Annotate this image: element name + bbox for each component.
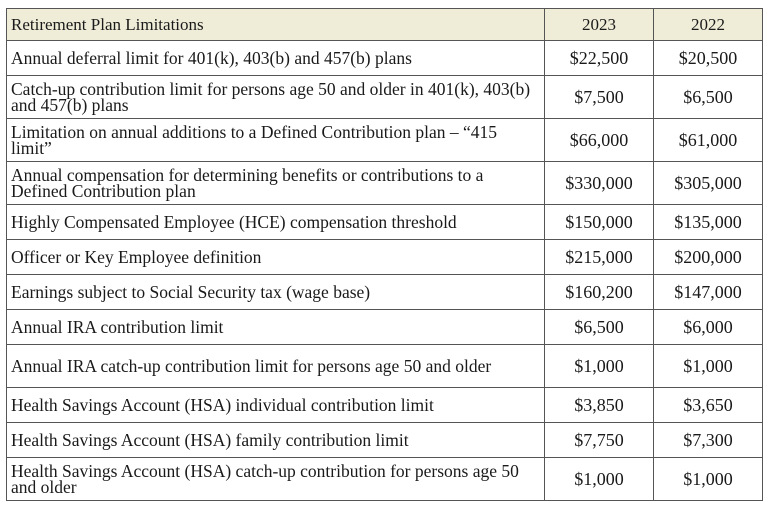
row-label: Officer or Key Employee definition	[6, 239, 545, 275]
value-2023: $66,000	[544, 118, 654, 162]
value-2022: $61,000	[653, 118, 763, 162]
row-label: Annual IRA contribution limit	[6, 309, 545, 345]
table-row: Health Savings Account (HSA) individual …	[6, 387, 763, 423]
value-2022: $20,500	[653, 40, 763, 76]
value-2022: $200,000	[653, 239, 763, 275]
row-label: Health Savings Account (HSA) family cont…	[6, 422, 545, 458]
header-label: Retirement Plan Limitations	[6, 8, 545, 41]
table-row: Earnings subject to Social Security tax …	[6, 274, 763, 310]
value-2022: $6,000	[653, 309, 763, 345]
value-2022: $1,000	[653, 457, 763, 501]
value-2023: $160,200	[544, 274, 654, 310]
row-label: Health Savings Account (HSA) individual …	[6, 387, 545, 423]
table-row: Health Savings Account (HSA) catch-up co…	[6, 457, 763, 501]
table-row: Officer or Key Employee definition $215,0…	[6, 239, 763, 275]
table-row: Limitation on annual additions to a Defi…	[6, 118, 763, 162]
value-2022: $3,650	[653, 387, 763, 423]
table-row: Annual IRA contribution limit $6,500 $6,00…	[6, 309, 763, 345]
value-2023: $150,000	[544, 204, 654, 240]
table-row: Annual deferral limit for 401(k), 403(b)…	[6, 40, 763, 76]
value-2023: $1,000	[544, 457, 654, 501]
value-2022: $6,500	[653, 75, 763, 119]
value-2023: $22,500	[544, 40, 654, 76]
value-2023: $330,000	[544, 161, 654, 205]
row-label: Earnings subject to Social Security tax …	[6, 274, 545, 310]
value-2022: $305,000	[653, 161, 763, 205]
value-2023: $7,500	[544, 75, 654, 119]
row-label: Highly Compensated Employee (HCE) compen…	[6, 204, 545, 240]
table-row: Annual compensation for determining bene…	[6, 161, 763, 205]
header-2023: 2023	[544, 8, 654, 41]
header-row: Retirement Plan Limitations 2023 2022	[6, 8, 763, 41]
row-label: Limitation on annual additions to a Defi…	[6, 118, 545, 162]
row-label: Annual deferral limit for 401(k), 403(b)…	[6, 40, 545, 76]
table-row: Catch-up contribution limit for persons …	[6, 75, 763, 119]
value-2023: $7,750	[544, 422, 654, 458]
row-label: Annual compensation for determining bene…	[6, 161, 545, 205]
row-label: Annual IRA catch-up contribution limit f…	[6, 344, 545, 388]
row-label: Health Savings Account (HSA) catch-up co…	[6, 457, 545, 501]
header-2022: 2022	[653, 8, 763, 41]
value-2023: $3,850	[544, 387, 654, 423]
value-2023: $215,000	[544, 239, 654, 275]
row-label: Catch-up contribution limit for persons …	[6, 75, 545, 119]
value-2023: $1,000	[544, 344, 654, 388]
retirement-limits-table: Retirement Plan Limitations 2023 2022 An…	[6, 8, 763, 501]
value-2022: $1,000	[653, 344, 763, 388]
value-2022: $147,000	[653, 274, 763, 310]
value-2022: $135,000	[653, 204, 763, 240]
table-row: Annual IRA catch-up contribution limit f…	[6, 344, 763, 388]
table-row: Health Savings Account (HSA) family cont…	[6, 422, 763, 458]
value-2022: $7,300	[653, 422, 763, 458]
table-row: Highly Compensated Employee (HCE) compen…	[6, 204, 763, 240]
value-2023: $6,500	[544, 309, 654, 345]
